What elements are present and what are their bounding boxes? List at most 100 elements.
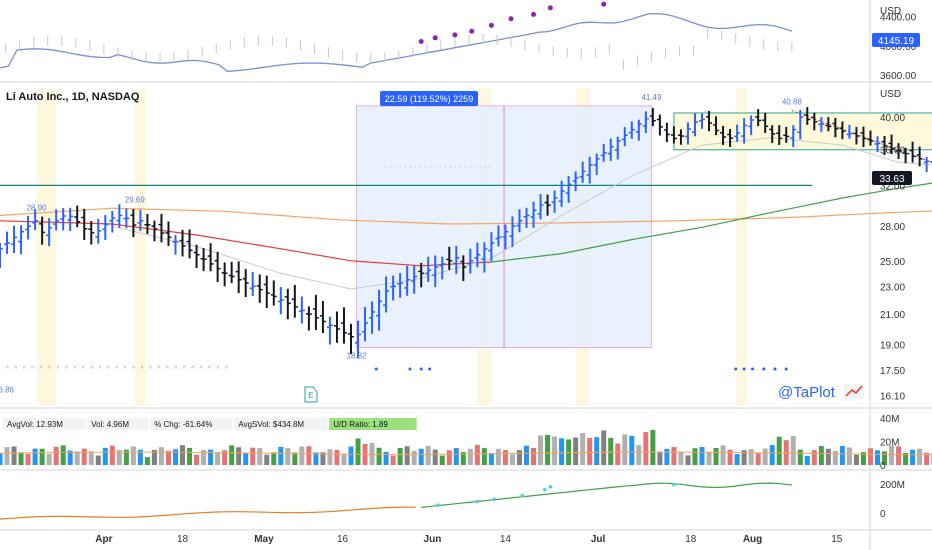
signal-marker: ^ [183,366,187,373]
volume-bar [320,452,326,465]
price-tick-label: 32.00 [880,181,905,192]
bottom-marker-dot [475,499,480,504]
x-tick-label: 14 [500,534,512,545]
volume-bar [797,449,803,465]
top-axis-ticks: 4400.00 4000.00 3600.00 [880,13,917,82]
volume-bar [306,446,312,465]
price-tick-label: 28.00 [880,222,905,233]
signal-dot [784,367,788,371]
top-marker-dot [547,5,553,11]
bottom-panel [0,482,792,520]
signal-marker: ^ [157,366,161,373]
price-tick-label: 16.10 [880,391,905,402]
top-marker-dot [488,22,494,28]
signal-dot [751,367,755,371]
volume-bar [313,452,319,465]
chart-title: Li Auto Inc., 1D, NASDAQ [6,91,140,103]
volume-bar [664,448,670,465]
top-last-value-badge [872,33,920,47]
volume-info-text: AvgVol: 12.93M [7,420,63,429]
volume-bar [158,447,164,465]
volume-bar [804,455,810,465]
low-label: 18.82 [347,352,368,361]
volume-bar [194,454,200,465]
volume-bar [432,449,438,465]
ma-mid-line [491,182,932,263]
volume-bar [832,450,838,465]
volume-bar [727,449,733,465]
volume-bar [713,447,719,465]
signal-dot [419,367,423,371]
volume-bar [692,448,698,465]
signal-marker: ^ [48,366,52,373]
volume-panel [0,429,932,465]
volume-bar [39,448,45,465]
top-currency-label: USD [880,6,901,17]
volume-bar [615,443,621,465]
signal-marker: ^ [140,366,144,373]
volume-bar [467,448,473,465]
volume-info-text: AvgSVol: $434.8M [238,420,304,429]
x-tick-label: 18 [177,534,189,545]
volume-bar [685,455,691,465]
bottom-marker-dot [542,487,547,492]
volume-bar [397,447,403,465]
signal-dot [742,367,746,371]
price-tick-label: 36.00 [880,145,905,156]
volume-bar [657,451,663,465]
volume-bar [636,445,642,465]
top-tick-label: 4400.00 [880,13,917,24]
volume-bar [734,453,740,465]
volume-bar [650,429,656,465]
x-tick-label: May [254,534,274,545]
volume-bar [474,445,480,465]
volume-bar [671,447,677,465]
signal-marker: ^ [6,366,10,373]
volume-bar [243,452,249,465]
signal-marker: ^ [216,366,220,373]
bottom-marker-dot [672,482,676,487]
volume-bar [524,445,529,465]
volume-bar [531,447,537,465]
volume-bar [404,446,410,465]
volume-bar [882,451,888,465]
top-panel [0,1,793,72]
price-panel: 28.90 29.69 41.49 40.88 18.82 16.86 ^ ^ ^ ^ ^ ^ ^ ^ ^ ^… [0,93,932,394]
volume-info-text: Vol: 4.96M [91,420,129,429]
volume-bar [215,452,221,465]
top-tick-label: 4000.00 [880,42,917,53]
volume-bar [208,449,214,465]
volume-bar [875,450,880,465]
volume-bar [545,434,551,465]
volume-bar [355,438,361,465]
signal-marker: ^ [90,366,94,373]
cumulative-line-orange [0,506,416,520]
last-price: 33.63 [879,174,904,185]
volume-bar [144,457,150,465]
volume-bar [81,448,87,465]
measurement-badge [380,91,478,106]
volume-bar [285,448,291,465]
signal-marker: ^ [107,366,111,373]
signal-dot [428,367,432,371]
volume-bar [573,437,579,465]
volume-bar [60,445,66,465]
volume-bar [292,452,298,465]
signal-dot [762,367,766,371]
volume-bar [236,447,242,465]
measurement-label: 22.59 (119.52%) 2259 [385,94,473,104]
signal-marker: ^ [208,366,212,373]
volume-bar [257,448,263,465]
volume-bar [601,430,607,465]
price-currency-label: USD [880,89,901,100]
volume-bar [299,446,305,465]
volume-tick-label: 0 [880,461,886,472]
volume-bar [271,452,277,465]
volume-bar [46,453,52,465]
signal-marker: ^ [73,366,77,373]
volume-bar [580,432,586,465]
volume-bar [67,450,73,465]
volume-bar [250,447,256,465]
price-tick-label: 23.00 [880,282,905,293]
